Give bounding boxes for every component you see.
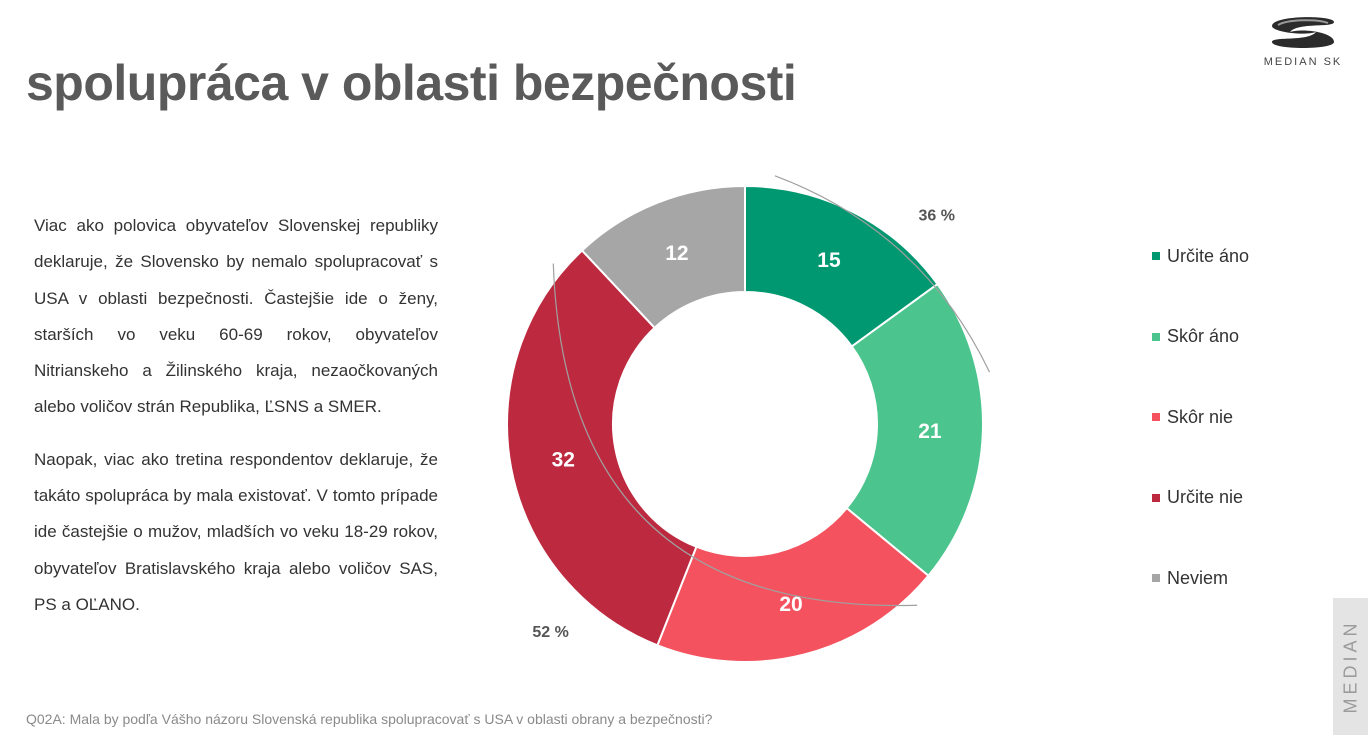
legend-swatch (1152, 413, 1160, 421)
legend-item-skor-ano: Skôr áno (1152, 321, 1249, 353)
legend-label: Skôr nie (1167, 406, 1234, 427)
slice-skor-ano (845, 282, 984, 578)
slice-urcite-ano (744, 184, 939, 348)
legend-swatch (1152, 493, 1160, 502)
median-logo: MEDIAN SK (1262, 12, 1344, 68)
page-title: spolupráca v oblasti bezpečnosti (26, 55, 797, 111)
annotation-label: 52 % (532, 624, 568, 641)
slice-neviem (580, 184, 746, 330)
legend-label: Určite nie (1167, 487, 1244, 507)
data-label: 32 (552, 449, 575, 472)
median-logo-icon (1272, 17, 1334, 48)
data-label: 20 (779, 593, 802, 616)
side-tab[interactable]: MEDIAN (1333, 598, 1368, 735)
question-footnote: Q02A: Mala by podľa Vášho názoru Slovens… (26, 711, 713, 727)
legend-item-urcite-ano: Určite áno (1152, 240, 1249, 272)
legend-item-neviem: Neviem (1152, 562, 1249, 594)
data-label: 15 (817, 249, 841, 272)
description-text: Viac ako polovica obyvateľov Slovenskej … (34, 208, 438, 623)
slice-urcite-nie (506, 249, 698, 647)
legend-swatch (1152, 332, 1160, 341)
side-tab-label: MEDIAN (1340, 619, 1361, 714)
logo-text: MEDIAN SK (1263, 56, 1343, 68)
legend-item-skor-nie: Skôr nie (1152, 401, 1249, 433)
paragraph: Viac ako polovica obyvateľov Slovenskej … (34, 216, 438, 417)
legend-label: Skôr áno (1167, 326, 1240, 346)
chart-legend: Určite áno Skôr áno Skôr nie Určite nie Nevi… (1152, 240, 1249, 643)
legend-swatch (1152, 574, 1160, 582)
legend-item-urcite-nie: Určite nie (1152, 482, 1249, 514)
annotation-label: 36 % (918, 207, 954, 224)
data-label: 12 (665, 242, 688, 265)
data-label: 21 (918, 420, 942, 443)
slice-skor-nie (656, 506, 930, 663)
paragraph: Naopak, viac ako tretina respondentov de… (34, 449, 438, 614)
bracket-annotation: 36 % (774, 175, 991, 373)
bracket-annotation: 52 % (532, 263, 918, 641)
legend-swatch (1152, 252, 1160, 260)
legend-label: Neviem (1167, 567, 1229, 588)
legend-label: Určite áno (1167, 245, 1250, 266)
